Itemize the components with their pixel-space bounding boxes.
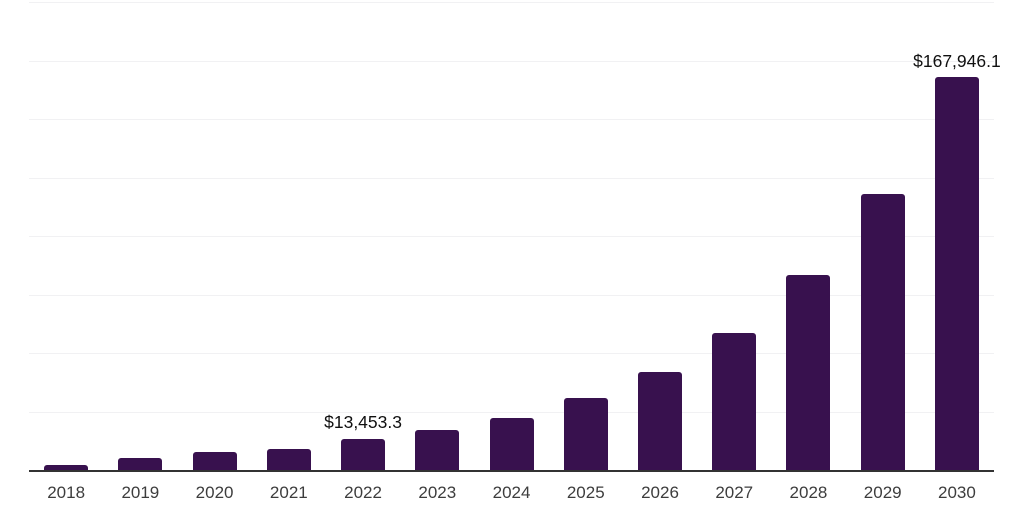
data-label-2030: $167,946.1 [913,50,1001,71]
x-tick-label-2025: 2025 [566,483,605,502]
bar-slot-2020 [177,2,251,470]
x-axis-labels: 2018 2019 2020 2021 2022 2023 2024 2025 2026 2027… [29,472,994,501]
bar-2027 [712,332,757,470]
bars-row: $13,453.3 $167,946.1 [29,2,1001,470]
bar-slot-2024 [474,2,548,470]
x-tick-label-2021: 2021 [269,483,308,502]
bar-slot-2019 [103,2,177,470]
bar-2026 [637,371,682,470]
bar-slot-2029 [846,2,920,470]
bar-slot-2021 [252,2,326,470]
bar-slot-2018 [29,2,103,470]
bar-2020 [192,452,237,470]
x-tick-label-2027: 2027 [715,483,754,502]
data-label-2022: $13,453.3 [324,412,402,433]
bar-slot-2028 [771,2,845,470]
bar-slot-2027 [697,2,771,470]
bar-2023 [415,430,460,470]
plot-area: $13,453.3 $167,946.1 [29,2,1001,472]
bar-2028 [786,275,831,470]
bar-slot-2022: $13,453.3 [324,2,402,470]
bar-2018 [44,464,89,470]
bar-slot-2026 [623,2,697,470]
x-axis-line [29,470,994,472]
x-tick-label-2024: 2024 [492,483,531,502]
x-tick-label-2023: 2023 [418,483,457,502]
bar-2025 [563,398,608,470]
x-tick-label-2030: 2030 [938,483,976,502]
x-tick-label-2019: 2019 [121,483,160,502]
bar-2030 [934,77,979,470]
x-tick-label-2020: 2020 [195,483,234,502]
bar-2021 [266,448,311,470]
x-tick-label-2018: 2018 [47,483,86,502]
bar-slot-2030: $167,946.1 [913,2,1001,470]
x-tick-label-2028: 2028 [789,483,828,502]
x-tick-label-2026: 2026 [641,483,679,502]
bar-slot-2023 [400,2,474,470]
bar-2029 [860,194,905,470]
bar-slot-2025 [549,2,623,470]
bar-2024 [489,418,534,470]
x-tick-label-2022: 2022 [344,483,382,502]
x-tick-label-2029: 2029 [863,483,902,502]
bar-2019 [118,458,163,470]
bar-2022 [341,438,386,470]
